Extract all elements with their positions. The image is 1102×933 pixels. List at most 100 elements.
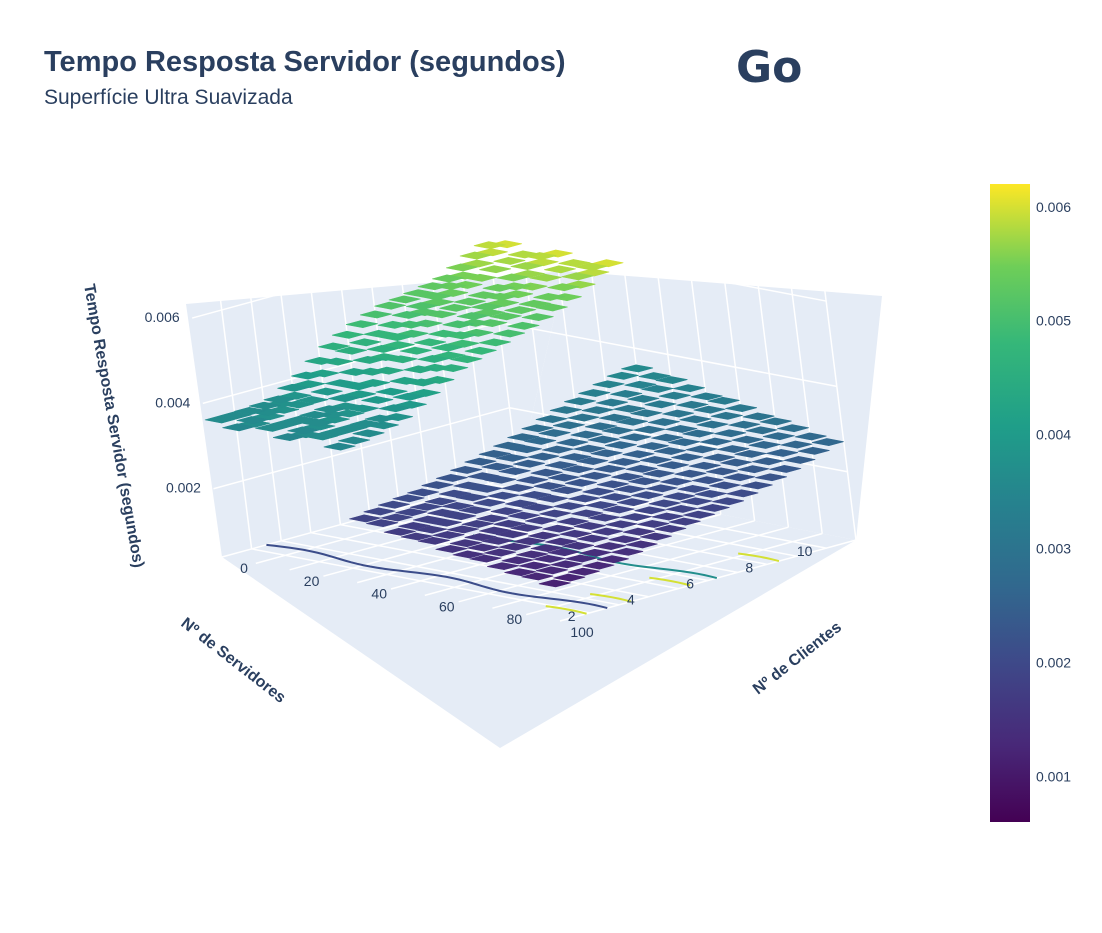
surface-patch [458,506,491,515]
surface-patch [611,547,644,556]
surface-patch [392,494,425,503]
surface-patch [573,522,606,530]
surface-patch [476,514,509,523]
surface-patch [378,500,410,509]
surface-patch [742,412,775,421]
surface-patch [717,445,750,453]
surface-patch [377,320,410,329]
surface-patch [769,464,802,473]
surface-patch [662,409,695,418]
surface-patch [441,501,474,510]
surface-patch [507,433,540,442]
surface-patch [547,548,580,557]
surface-patch [533,554,566,563]
surface-patch [481,536,514,545]
colorbar-tick-label: 0.001 [1036,768,1071,784]
surface-patch [360,310,392,319]
surface-patch [599,493,632,502]
surface-patch [522,503,554,512]
surface-patch [556,517,589,526]
surface-patch [467,472,500,481]
surface-patch [310,387,343,396]
surface-patch [633,425,666,434]
surface-patch [518,561,551,570]
surface-patch [468,291,501,300]
surface-patch [498,467,531,476]
surface-patch [561,272,594,281]
surface-patch [640,532,672,541]
surface-patch [699,437,732,446]
surface-patch [590,449,623,458]
surface-patch [584,422,617,431]
contour-line [545,605,587,615]
surface-patch [222,423,255,432]
surface-patch [530,544,563,553]
surface-patch [453,297,486,306]
surface-patch [777,424,810,433]
surface-mesh [204,240,844,588]
surface-patch [576,534,609,543]
colorbar [990,184,1030,822]
surface-patch [347,404,379,413]
surface-patch [712,497,745,506]
surface-patch [783,456,816,464]
surface-patch [417,355,450,363]
surface-patch [432,531,465,539]
surface-patch [450,355,483,364]
surface-patch [510,445,542,454]
surface-patch [575,262,608,271]
language-label: Go [736,42,803,93]
surface-patch [588,513,621,522]
surface-patch [398,521,431,530]
surface-patch [467,543,499,552]
z-tick-label: 0.006 [145,309,180,325]
surface-patch [349,514,382,523]
surface-patch [748,440,781,449]
surface-patch [335,346,367,355]
surface-patch [439,489,471,498]
surface-patch [668,438,701,447]
surface-patch [529,273,562,282]
surface-patch [501,556,534,565]
surface-patch [352,429,385,438]
surface-patch [762,432,795,441]
surface-patch [417,536,450,545]
surface-patch [536,494,569,503]
surface-patch [619,433,652,442]
surface-patch [564,478,597,487]
surface-patch [505,499,537,508]
surface-patch [613,404,646,413]
surface-patch [594,542,627,551]
surface-patch [389,376,422,385]
surface-patch [538,579,571,588]
surface-patch [645,484,678,493]
surface-patch [628,477,661,486]
surface-patch [547,473,580,482]
surface-patch [648,418,680,426]
surface-patch [596,480,629,489]
surface-patch [428,329,461,338]
surface-patch [660,477,693,486]
surface-patch [432,274,464,283]
surface-patch [625,540,658,549]
surface-patch [445,263,478,272]
surface-patch [484,548,517,557]
surface-patch [666,504,698,513]
surface-patch [674,469,707,478]
surface-patch [513,537,546,546]
surface-patch [535,303,568,312]
surface-patch [521,424,554,433]
x-tick-label: 0 [240,560,248,576]
surface-patch [630,409,663,418]
surface-patch [479,526,511,535]
surface-patch [696,420,729,429]
surface-patch [392,392,425,401]
x-gridline-wall [823,283,857,541]
surface-patch [691,476,724,485]
colorbar-tick-label: 0.006 [1036,199,1071,215]
surface-patch [328,394,361,403]
surface-patch [811,438,844,447]
surface-patch [619,513,652,521]
surface-patch [469,554,502,563]
